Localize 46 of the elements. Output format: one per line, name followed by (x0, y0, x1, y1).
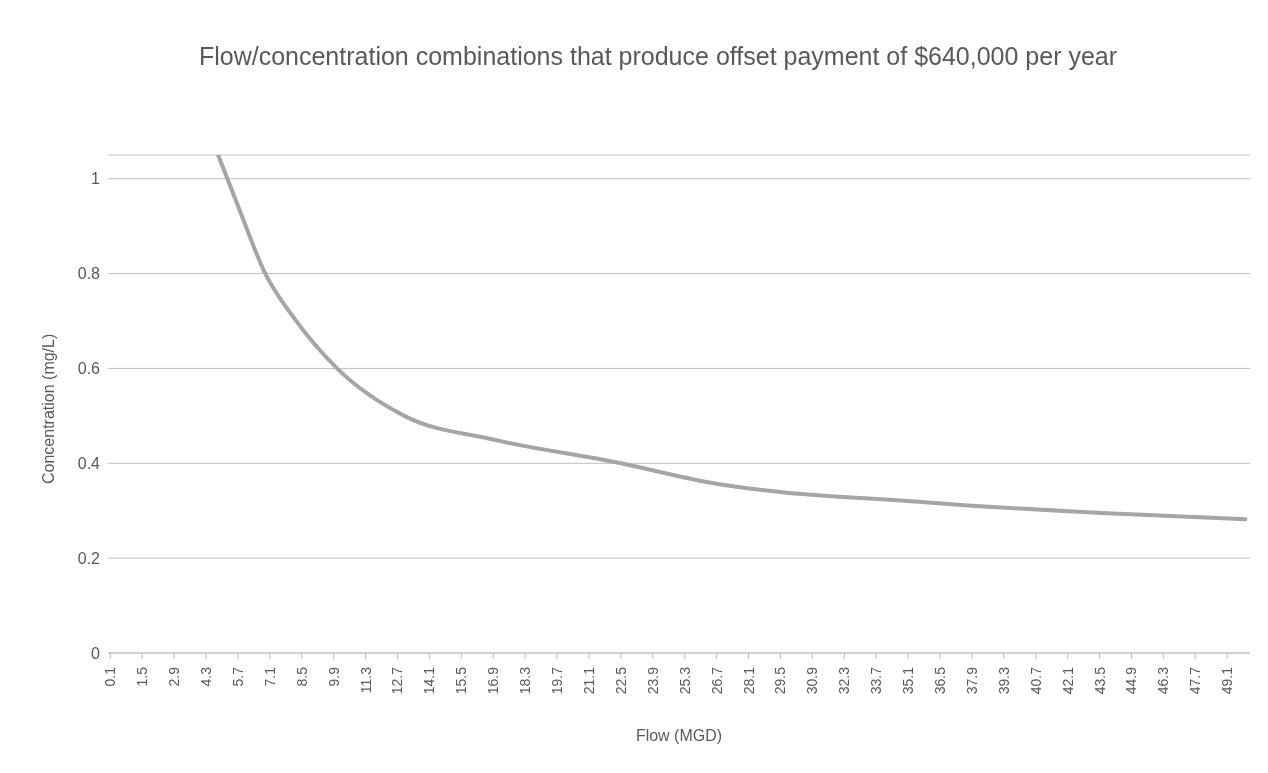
x-tick-label: 32.3 (836, 666, 853, 695)
y-axis-title: Concentration (mg/L) (39, 333, 57, 484)
x-tick-label: 42.1 (1059, 666, 1076, 695)
x-tick-label: 15.5 (453, 666, 470, 695)
x-tick-label: 5.7 (229, 666, 246, 687)
x-axis-title: Flow (MGD) (635, 727, 723, 744)
x-tick-label: 22.5 (612, 666, 629, 695)
y-tick-label: 0.8 (77, 265, 101, 283)
x-tick-label: 30.9 (804, 666, 821, 695)
y-tick-label: 0.4 (77, 454, 101, 472)
y-tick-label: 1 (91, 170, 101, 188)
x-tick-label: 1.5 (134, 666, 151, 687)
x-tick-label: 47.7 (1187, 666, 1204, 695)
x-tick-label: 35.1 (900, 666, 917, 695)
x-tick-label: 33.7 (868, 666, 885, 695)
x-tick-label: 12.7 (389, 666, 406, 695)
x-tick-label: 0.1 (102, 666, 119, 687)
x-tick-label: 37.9 (963, 666, 980, 695)
x-tick-label: 14.1 (421, 666, 438, 695)
x-tick-label: 9.9 (325, 666, 342, 687)
y-tick-label: 0.6 (77, 360, 101, 378)
x-tick-label: 43.5 (1091, 666, 1108, 695)
x-tick-label: 19.7 (549, 666, 566, 695)
x-tick-label: 28.1 (740, 666, 757, 695)
x-tick-label: 46.3 (1155, 666, 1172, 695)
x-tick-label: 39.3 (995, 666, 1012, 695)
x-tick-label: 26.7 (708, 666, 725, 695)
x-tick-label: 23.9 (644, 666, 661, 695)
x-tick-label: 21.1 (580, 666, 597, 695)
x-tick-label: 29.5 (772, 666, 789, 695)
x-tick-label: 49.1 (1219, 666, 1236, 695)
x-tick-label: 44.9 (1123, 666, 1140, 695)
chart-title: Flow/concentration combinations that produce offset payment of $640,000 per year (197, 41, 1119, 72)
y-tick-label: 0 (91, 644, 101, 662)
x-tick-label: 36.5 (932, 666, 948, 695)
x-tick-label: 16.9 (485, 666, 502, 695)
x-tick-label: 4.3 (198, 666, 215, 687)
y-tick-label: 0.2 (77, 549, 101, 567)
x-tick-label: 2.9 (166, 666, 183, 687)
x-tick-label: 18.3 (517, 666, 534, 695)
x-tick-label: 8.5 (293, 666, 310, 687)
x-tick-label: 40.7 (1027, 666, 1044, 695)
x-tick-label: 11.3 (357, 666, 374, 694)
line-series (216, 155, 1248, 522)
x-tick-label: 7.1 (261, 666, 278, 687)
x-tick-label: 25.3 (676, 666, 693, 695)
